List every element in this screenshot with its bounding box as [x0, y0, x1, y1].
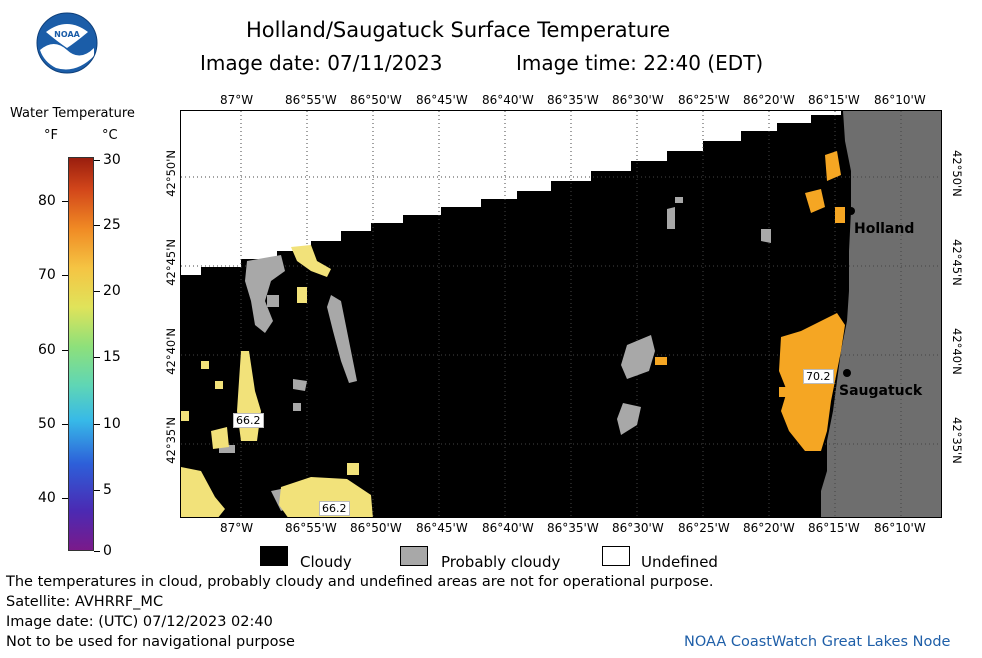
- unit-fahrenheit: °F: [44, 128, 58, 143]
- warm-water-patches: [655, 151, 845, 451]
- undefined-region: [181, 111, 841, 275]
- image-date: Image date: 07/11/2023: [200, 51, 443, 75]
- colorbar-tick-mark: [94, 424, 100, 425]
- temperature-label: 70.2: [803, 369, 834, 384]
- longitude-tick-label: 86°35'W: [547, 93, 599, 107]
- celsius-tick-label: 15: [103, 349, 121, 365]
- longitude-tick-label: 86°30'W: [612, 93, 664, 107]
- disclaimer-note: The temperatures in cloud, probably clou…: [6, 574, 714, 590]
- navigation-warning: Not to be used for navigational purpose: [6, 634, 295, 650]
- image-time: Image time: 22:40 (EDT): [516, 51, 764, 75]
- fahrenheit-tick-label: 70: [38, 267, 56, 283]
- latitude-tick-label: 42°40'N: [950, 328, 964, 375]
- celsius-tick-label: 25: [103, 217, 121, 233]
- colorbar-tick-mark: [94, 551, 100, 552]
- colorbar-tick-mark: [94, 291, 100, 292]
- latitude-tick-label: 42°35'N: [164, 417, 178, 464]
- fahrenheit-tick-label: 80: [38, 193, 56, 209]
- legend-probably-cloudy-label: Probably cloudy: [441, 553, 561, 571]
- latitude-tick-label: 42°45'N: [950, 239, 964, 286]
- colorbar-tick-mark: [62, 498, 68, 499]
- longitude-tick-label: 87°W: [220, 93, 254, 107]
- celsius-tick-label: 10: [103, 416, 121, 432]
- longitude-tick-label: 86°25'W: [678, 93, 730, 107]
- legend-cloudy-label: Cloudy: [300, 553, 352, 571]
- longitude-tick-label: 86°50'W: [350, 521, 402, 535]
- fahrenheit-tick-label: 50: [38, 416, 56, 432]
- legend-cloudy-swatch: [260, 546, 288, 566]
- colorbar-tick-mark: [62, 275, 68, 276]
- colorbar-tick-mark: [94, 490, 100, 491]
- longitude-tick-label: 86°45'W: [416, 521, 468, 535]
- longitude-tick-label: 86°10'W: [874, 93, 926, 107]
- noaa-logo: NOAA: [36, 12, 98, 74]
- temperature-label: 66.2: [233, 413, 264, 428]
- legend-probably-cloudy-swatch: [400, 546, 428, 566]
- saugatuck-label: Saugatuck: [839, 383, 923, 399]
- holland-label: Holland: [854, 221, 915, 237]
- longitude-tick-label: 86°15'W: [808, 93, 860, 107]
- longitude-tick-label: 86°40'W: [482, 93, 534, 107]
- colorbar-tick-mark: [94, 357, 100, 358]
- colorbar: [68, 157, 94, 551]
- unit-celsius: °C: [102, 128, 118, 143]
- colorbar-tick-mark: [62, 350, 68, 351]
- celsius-tick-label: 0: [103, 543, 112, 559]
- fahrenheit-tick-label: 60: [38, 342, 56, 358]
- sst-map: Holland Saugatuck 66.2 66.2 70.2: [180, 110, 942, 518]
- holland-marker: [847, 207, 855, 215]
- temperature-label: 66.2: [319, 501, 350, 516]
- longitude-tick-label: 86°30'W: [612, 521, 664, 535]
- latitude-tick-label: 42°50'N: [950, 150, 964, 197]
- longitude-tick-label: 86°20'W: [743, 93, 795, 107]
- colorbar-tick-mark: [94, 225, 100, 226]
- longitude-tick-label: 86°25'W: [678, 521, 730, 535]
- celsius-tick-label: 30: [103, 152, 121, 168]
- colorbar-tick-mark: [94, 160, 100, 161]
- longitude-tick-label: 86°50'W: [350, 93, 402, 107]
- saugatuck-marker: [843, 369, 851, 377]
- longitude-tick-label: 86°10'W: [874, 521, 926, 535]
- celsius-tick-label: 5: [103, 482, 112, 498]
- longitude-tick-label: 86°55'W: [285, 521, 337, 535]
- colorbar-title: Water Temperature: [10, 106, 135, 121]
- latitude-tick-label: 42°35'N: [950, 417, 964, 464]
- page-title: Holland/Saugatuck Surface Temperature: [246, 18, 671, 42]
- legend-undefined-swatch: [602, 546, 630, 566]
- colorbar-tick-mark: [62, 201, 68, 202]
- longitude-tick-label: 86°55'W: [285, 93, 337, 107]
- latitude-tick-label: 42°50'N: [164, 150, 178, 197]
- longitude-tick-label: 86°35'W: [547, 521, 599, 535]
- longitude-tick-label: 86°20'W: [743, 521, 795, 535]
- longitude-tick-label: 86°45'W: [416, 93, 468, 107]
- cool-water-patches: [181, 245, 373, 517]
- credit-line: NOAA CoastWatch Great Lakes Node: [684, 634, 951, 650]
- colorbar-tick-mark: [62, 424, 68, 425]
- celsius-tick-label: 20: [103, 283, 121, 299]
- latitude-tick-label: 42°45'N: [164, 239, 178, 286]
- svg-text:NOAA: NOAA: [54, 30, 80, 39]
- longitude-tick-label: 87°W: [220, 521, 254, 535]
- latitude-tick-label: 42°40'N: [164, 328, 178, 375]
- satellite-info: Satellite: AVHRRF_MC: [6, 594, 164, 610]
- longitude-tick-label: 86°40'W: [482, 521, 534, 535]
- legend-undefined-label: Undefined: [641, 553, 718, 571]
- fahrenheit-tick-label: 40: [38, 490, 56, 506]
- utc-date: Image date: (UTC) 07/12/2023 02:40: [6, 614, 273, 630]
- longitude-tick-label: 86°15'W: [808, 521, 860, 535]
